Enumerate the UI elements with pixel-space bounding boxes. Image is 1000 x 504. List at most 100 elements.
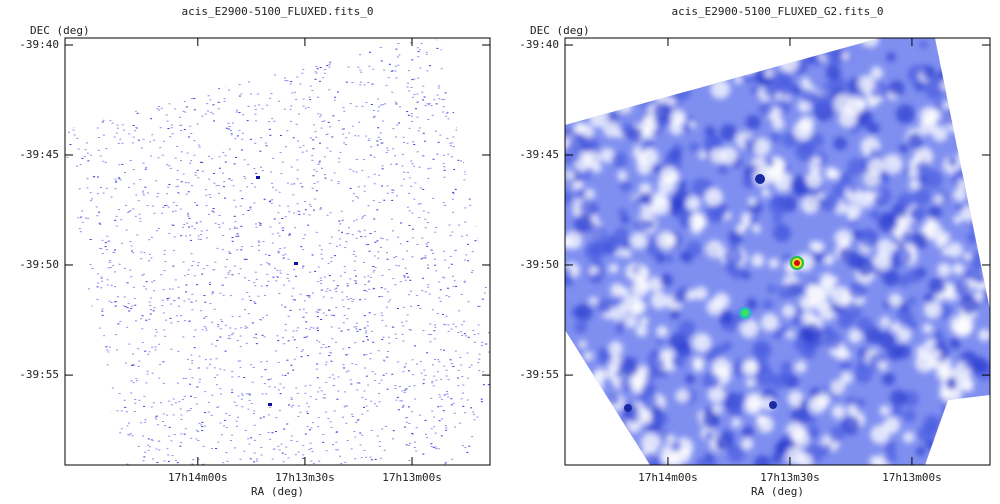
photon	[388, 63, 391, 65]
photon	[408, 444, 411, 446]
photon	[102, 119, 105, 121]
photon	[164, 205, 167, 207]
blob	[813, 241, 825, 253]
photon	[65, 394, 68, 396]
blob	[571, 412, 592, 433]
photon	[487, 443, 490, 445]
photon	[417, 77, 420, 79]
photon	[407, 172, 410, 174]
blob	[913, 146, 934, 167]
blob	[670, 440, 682, 452]
photon	[487, 119, 490, 121]
photon	[233, 401, 236, 403]
photon	[319, 142, 322, 144]
blob	[745, 298, 758, 311]
blob	[935, 366, 950, 381]
photon	[169, 136, 172, 138]
photon	[454, 188, 457, 190]
photon	[197, 238, 200, 240]
photon	[246, 61, 249, 63]
photon	[297, 210, 300, 212]
photon	[96, 434, 99, 436]
photon	[98, 406, 101, 408]
photon	[290, 120, 293, 122]
blob	[789, 175, 810, 196]
photon	[333, 172, 336, 174]
photon	[365, 405, 368, 407]
photon	[179, 124, 182, 126]
photon	[472, 411, 475, 413]
photon	[193, 109, 196, 111]
blob	[857, 190, 875, 208]
photon	[438, 297, 441, 299]
photon	[325, 314, 328, 316]
blob	[856, 316, 874, 334]
photon	[445, 369, 448, 371]
blob	[937, 262, 952, 277]
photon	[317, 417, 320, 419]
blob	[624, 314, 638, 328]
photon	[468, 366, 471, 368]
photon	[247, 279, 250, 281]
photon	[97, 368, 100, 370]
photon	[78, 103, 81, 105]
photon	[406, 240, 409, 242]
photon	[125, 411, 128, 413]
photon	[456, 122, 459, 124]
photon	[138, 360, 141, 362]
photon	[452, 323, 455, 325]
photon	[381, 315, 384, 317]
blob	[651, 42, 667, 58]
blob	[715, 442, 724, 451]
blob	[644, 69, 659, 84]
photon	[239, 70, 242, 72]
blob	[798, 140, 814, 155]
photon	[224, 77, 227, 79]
photon	[255, 47, 258, 49]
blob	[639, 316, 649, 326]
photon	[422, 85, 425, 87]
photon	[259, 224, 262, 226]
photon	[296, 169, 299, 171]
photon	[122, 305, 125, 307]
blob	[602, 85, 622, 104]
blob	[569, 133, 588, 152]
photon	[377, 110, 380, 112]
photon	[197, 144, 200, 146]
photon	[72, 432, 75, 434]
photon	[420, 43, 423, 45]
photon	[463, 171, 466, 173]
photon	[309, 384, 312, 386]
photon	[393, 257, 396, 259]
photon	[285, 446, 288, 448]
photon	[413, 447, 416, 449]
photon	[211, 343, 214, 345]
blob	[565, 448, 573, 460]
photon	[440, 68, 443, 70]
blob	[675, 50, 692, 66]
photon	[251, 69, 254, 71]
photon	[325, 450, 328, 452]
photon	[100, 287, 103, 289]
photon	[318, 341, 321, 343]
photon	[470, 200, 473, 202]
photon	[424, 257, 427, 259]
photon	[344, 461, 347, 463]
photon	[105, 413, 108, 415]
photon	[213, 67, 216, 69]
photon	[477, 333, 480, 335]
blob	[841, 51, 850, 61]
photon	[141, 328, 144, 330]
photon	[416, 363, 419, 365]
photon	[311, 187, 314, 189]
photon	[152, 103, 155, 105]
photon	[441, 276, 444, 278]
photon	[79, 298, 82, 300]
photon	[356, 420, 359, 422]
photon	[286, 277, 289, 279]
photon	[343, 110, 346, 112]
photon	[287, 315, 290, 317]
photon	[335, 441, 338, 443]
blob	[565, 403, 582, 420]
photon	[222, 172, 225, 174]
